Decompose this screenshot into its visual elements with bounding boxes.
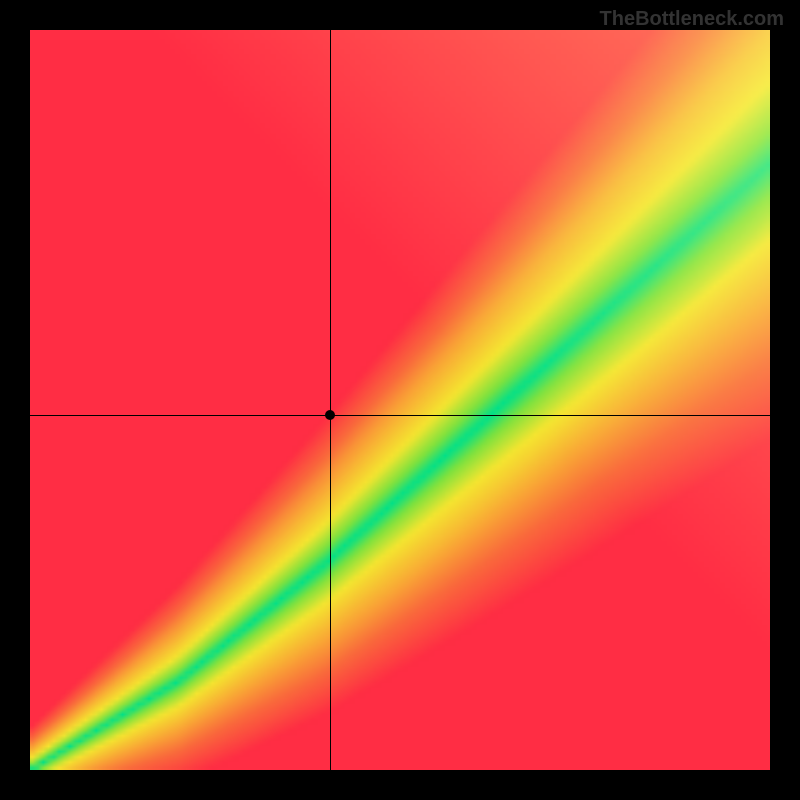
crosshair-marker <box>325 410 335 420</box>
crosshair-vertical <box>330 30 331 770</box>
heatmap-canvas <box>30 30 770 770</box>
heatmap-plot <box>30 30 770 770</box>
watermark: TheBottleneck.com <box>600 8 784 31</box>
crosshair-horizontal <box>30 415 770 416</box>
